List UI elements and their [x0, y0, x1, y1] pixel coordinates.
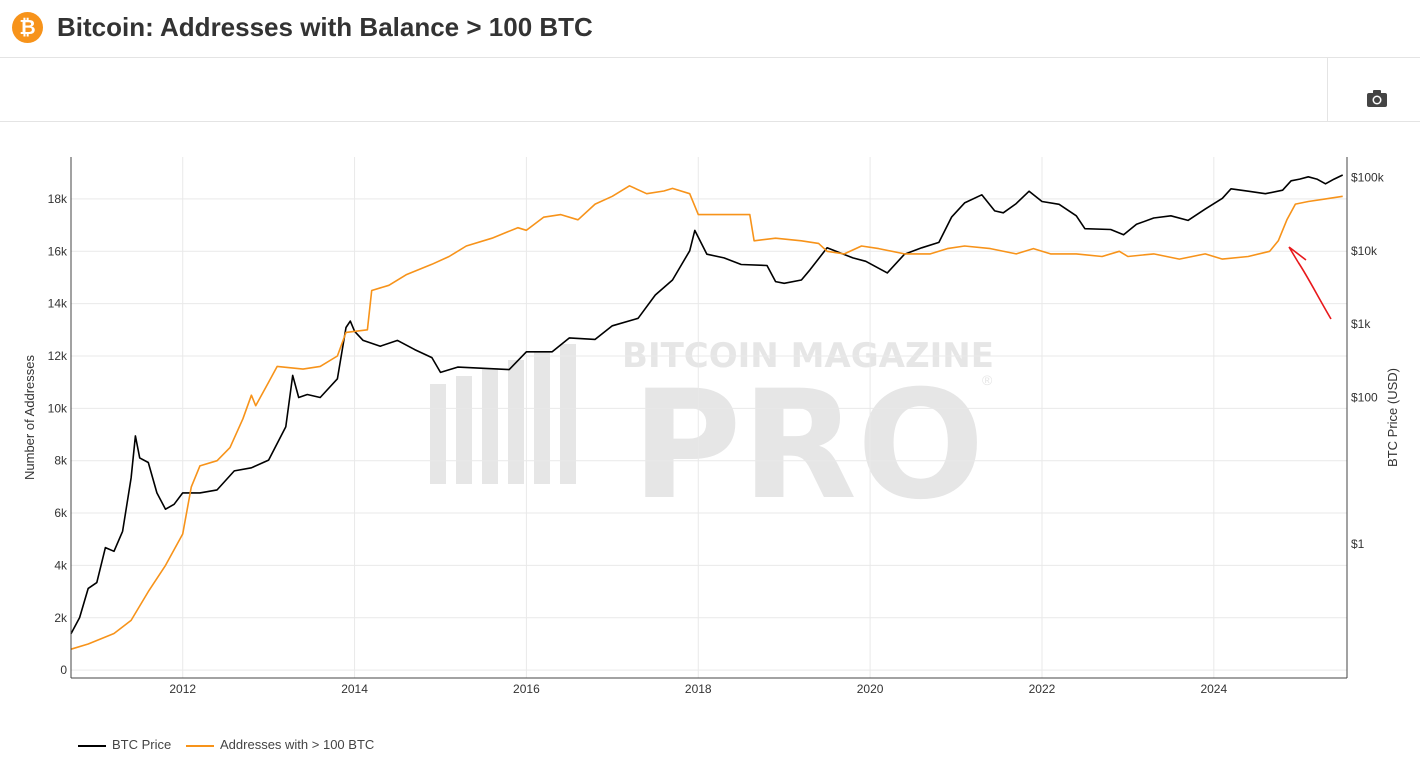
chart-series	[70, 174, 1344, 650]
x-tick-label: 2012	[169, 682, 196, 696]
x-tick-label: 2022	[1029, 682, 1056, 696]
chart-toolbar	[0, 58, 1420, 122]
watermark-logo-icon	[430, 344, 576, 484]
x-tick-label: 2020	[857, 682, 884, 696]
legend-swatch-price	[78, 744, 106, 747]
legend-swatch-addresses	[186, 744, 214, 747]
watermark-registered-mark: ®	[982, 372, 993, 388]
watermark-logo-bar	[456, 376, 472, 484]
y2-tick-label: $100	[1351, 391, 1378, 405]
chart-axes: 0 2k 4k 6k 8k 10k 12k 14k 16k 18k 2012 2014 2016 2018…	[22, 157, 1400, 696]
x-tick-label: 2016	[513, 682, 540, 696]
y-tick-label: 4k	[54, 558, 68, 572]
y-tick-label: 16k	[48, 244, 68, 258]
y-tick-label: 18k	[48, 192, 68, 206]
header-bar: ₿ Bitcoin: Addresses with Balance > 100 …	[0, 0, 1420, 58]
watermark-logo-bar	[430, 384, 446, 484]
y-tick-label: 2k	[54, 611, 68, 625]
chart-grid	[71, 157, 1347, 678]
y2-tick-label: $10k	[1351, 244, 1378, 258]
series-addresses-line	[70, 185, 1343, 650]
legend-label-price: BTC Price	[112, 737, 172, 752]
y-tick-label: 14k	[48, 297, 68, 311]
bitcoin-logo-icon: ₿	[12, 12, 43, 43]
y2-axis-title: BTC Price (USD)	[1385, 368, 1400, 467]
series-btc-price-line	[70, 174, 1344, 635]
legend-item-btc-price[interactable]: BTC Price	[78, 737, 171, 752]
camera-icon[interactable]	[1366, 88, 1388, 108]
annotation-arrow	[1288, 246, 1332, 320]
watermark-logo-bar	[560, 344, 576, 484]
legend-label-addresses: Addresses with > 100 BTC	[220, 737, 375, 752]
watermark-text-pro: PRO	[632, 359, 985, 533]
y-tick-label: 8k	[54, 454, 68, 468]
x-tick-label: 2018	[685, 682, 712, 696]
watermark-logo-bar	[534, 352, 550, 484]
x-tick-label: 2014	[341, 682, 368, 696]
watermark-logo-bar	[482, 368, 498, 484]
annotation-arrow-head	[1288, 246, 1307, 263]
y-tick-label: 0	[60, 663, 67, 677]
annotation-arrow-shaft	[1297, 261, 1332, 320]
y2-tick-label: $100k	[1351, 170, 1385, 184]
toolbar-divider	[1327, 58, 1328, 121]
x-tick-label: 2024	[1200, 682, 1227, 696]
y-tick-label: 6k	[54, 506, 68, 520]
y-tick-label: 12k	[48, 349, 68, 363]
page-title: Bitcoin: Addresses with Balance > 100 BT…	[57, 12, 593, 42]
y2-tick-label: $1k	[1351, 317, 1371, 331]
y-axis-title: Number of Addresses	[22, 355, 37, 481]
y-tick-label: 10k	[48, 401, 68, 415]
legend-item-addresses[interactable]: Addresses with > 100 BTC	[186, 737, 374, 752]
watermark-logo-bar	[508, 360, 524, 484]
y2-tick-label: $1	[1351, 537, 1365, 551]
